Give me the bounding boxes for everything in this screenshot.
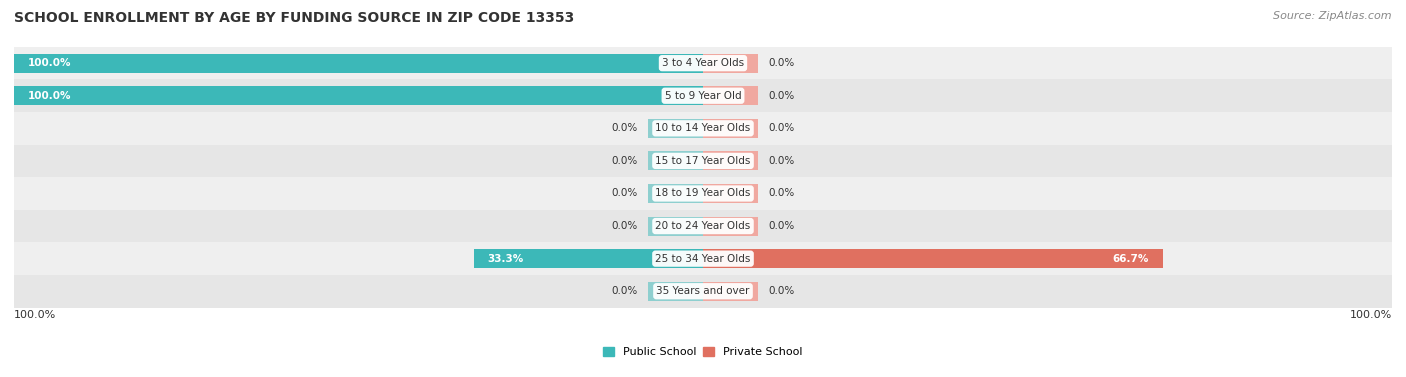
Text: 0.0%: 0.0% bbox=[769, 91, 794, 101]
Bar bbox=[474, 249, 703, 268]
Bar bbox=[14, 242, 1392, 275]
Text: 100.0%: 100.0% bbox=[14, 310, 56, 320]
Bar bbox=[648, 119, 703, 138]
Text: 0.0%: 0.0% bbox=[612, 123, 637, 133]
Text: 66.7%: 66.7% bbox=[1112, 254, 1149, 264]
Text: 0.0%: 0.0% bbox=[769, 286, 794, 296]
Text: 0.0%: 0.0% bbox=[769, 188, 794, 198]
Text: 3 to 4 Year Olds: 3 to 4 Year Olds bbox=[662, 58, 744, 68]
Legend: Public School, Private School: Public School, Private School bbox=[599, 343, 807, 362]
Bar bbox=[14, 177, 1392, 210]
Text: 0.0%: 0.0% bbox=[769, 123, 794, 133]
Text: 100.0%: 100.0% bbox=[28, 91, 72, 101]
Text: 0.0%: 0.0% bbox=[612, 221, 637, 231]
Bar bbox=[703, 217, 758, 236]
Text: SCHOOL ENROLLMENT BY AGE BY FUNDING SOURCE IN ZIP CODE 13353: SCHOOL ENROLLMENT BY AGE BY FUNDING SOUR… bbox=[14, 11, 574, 25]
Bar bbox=[14, 47, 1392, 80]
Text: 0.0%: 0.0% bbox=[612, 188, 637, 198]
Bar bbox=[648, 152, 703, 170]
Text: 100.0%: 100.0% bbox=[1350, 310, 1392, 320]
Bar bbox=[703, 54, 758, 73]
Bar bbox=[14, 86, 703, 105]
Text: 0.0%: 0.0% bbox=[769, 58, 794, 68]
Text: 20 to 24 Year Olds: 20 to 24 Year Olds bbox=[655, 221, 751, 231]
Bar bbox=[14, 275, 1392, 308]
Bar bbox=[648, 282, 703, 301]
Bar bbox=[14, 54, 703, 73]
Bar bbox=[648, 184, 703, 203]
Text: 15 to 17 Year Olds: 15 to 17 Year Olds bbox=[655, 156, 751, 166]
Text: 18 to 19 Year Olds: 18 to 19 Year Olds bbox=[655, 188, 751, 198]
Text: 10 to 14 Year Olds: 10 to 14 Year Olds bbox=[655, 123, 751, 133]
Bar bbox=[14, 210, 1392, 242]
Bar bbox=[703, 86, 758, 105]
Bar bbox=[14, 112, 1392, 145]
Bar bbox=[14, 80, 1392, 112]
Text: 33.3%: 33.3% bbox=[488, 254, 523, 264]
Text: 35 Years and over: 35 Years and over bbox=[657, 286, 749, 296]
Text: 100.0%: 100.0% bbox=[28, 58, 72, 68]
Text: 0.0%: 0.0% bbox=[769, 221, 794, 231]
Text: Source: ZipAtlas.com: Source: ZipAtlas.com bbox=[1274, 11, 1392, 21]
Bar bbox=[703, 249, 1163, 268]
Text: 0.0%: 0.0% bbox=[612, 286, 637, 296]
Bar bbox=[14, 145, 1392, 177]
Text: 0.0%: 0.0% bbox=[769, 156, 794, 166]
Text: 0.0%: 0.0% bbox=[612, 156, 637, 166]
Bar bbox=[703, 282, 758, 301]
Text: 5 to 9 Year Old: 5 to 9 Year Old bbox=[665, 91, 741, 101]
Bar bbox=[703, 184, 758, 203]
Bar bbox=[648, 217, 703, 236]
Text: 25 to 34 Year Olds: 25 to 34 Year Olds bbox=[655, 254, 751, 264]
Bar bbox=[703, 119, 758, 138]
Bar bbox=[703, 152, 758, 170]
